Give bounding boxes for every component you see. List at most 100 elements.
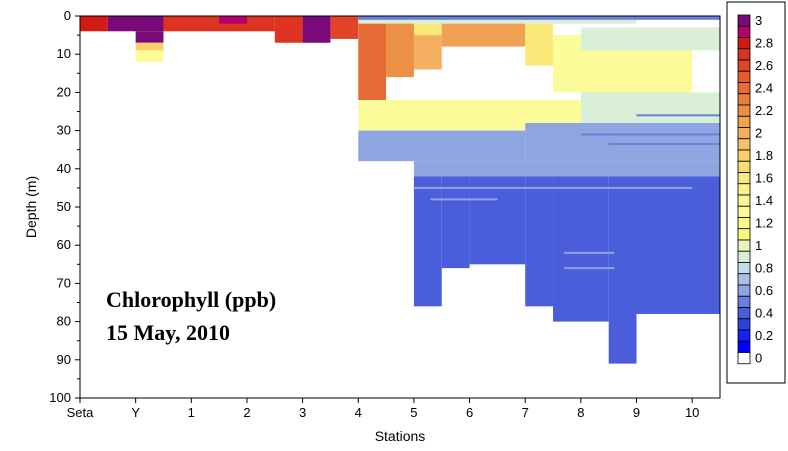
legend-label: 1.4	[755, 193, 773, 208]
legend-swatch	[737, 149, 751, 162]
contour-cell	[358, 16, 720, 20]
y-tick-label: 80	[57, 314, 71, 329]
contour-streak	[430, 198, 498, 201]
contour-cell	[580, 27, 720, 51]
legend-swatch	[737, 127, 751, 140]
contour-cell	[469, 176, 526, 265]
contour-field	[80, 16, 720, 364]
contour-cell	[386, 23, 414, 78]
legend-swatch	[737, 104, 751, 117]
contour-cell	[413, 176, 442, 307]
contour-cell	[441, 23, 526, 47]
contour-cell	[358, 23, 387, 101]
legend-swatch	[737, 250, 751, 263]
legend-label: 1.2	[755, 216, 773, 231]
legend-label: 3	[755, 13, 762, 28]
contour-cell	[580, 92, 720, 123]
legend-swatch	[737, 295, 751, 308]
legend-swatch	[737, 239, 751, 252]
legend-label: 0.8	[755, 261, 773, 276]
contour-cell	[330, 16, 359, 39]
legend-swatch	[737, 183, 751, 196]
contour-cell	[302, 16, 331, 43]
contour-streak	[564, 251, 615, 254]
contour-cell	[608, 176, 637, 364]
contour-cell	[135, 50, 164, 62]
x-tick-label: 6	[466, 405, 473, 420]
legend-swatch	[737, 138, 751, 151]
contour-cell	[525, 122, 720, 162]
x-tick-label: 3	[299, 405, 306, 420]
legend-swatch	[737, 352, 751, 365]
legend-swatch	[737, 25, 751, 38]
legend-swatch	[737, 307, 751, 320]
legend-swatch	[737, 194, 751, 207]
legend-label: 1.6	[755, 171, 773, 186]
y-tick-label: 70	[57, 275, 71, 290]
y-tick-label: 40	[57, 161, 71, 176]
contour-streak	[564, 267, 615, 270]
contour-cell	[525, 176, 554, 307]
y-tick-label: 0	[64, 8, 71, 23]
legend-label: 2.4	[755, 81, 773, 96]
x-tick-label: 10	[685, 405, 699, 420]
x-tick-label: Seta	[67, 405, 95, 420]
legend-swatch	[737, 262, 751, 275]
contour-cell	[135, 31, 164, 43]
legend-swatch	[737, 37, 751, 50]
legend-swatch	[737, 70, 751, 83]
legend-label: 0.2	[755, 328, 773, 343]
x-tick-label: 7	[522, 405, 529, 420]
legend-swatch	[737, 48, 751, 61]
contour-cell	[413, 35, 442, 70]
legend-swatch	[737, 228, 751, 241]
contour-cell	[358, 130, 526, 162]
contour-cell	[274, 16, 303, 43]
x-tick-label: 4	[355, 405, 362, 420]
legend-label: 2.8	[755, 36, 773, 51]
y-tick-label: 100	[49, 390, 71, 405]
y-axis-title: Depth (m)	[23, 176, 39, 238]
legend-swatch	[737, 340, 751, 353]
y-tick-label: 10	[57, 46, 71, 61]
y-tick-label: 30	[57, 123, 71, 138]
legend-label: 0	[755, 351, 762, 366]
contour-cell	[135, 42, 164, 51]
x-tick-label: 1	[188, 405, 195, 420]
y-tick-label: 90	[57, 352, 71, 367]
y-tick-label: 60	[57, 237, 71, 252]
y-tick-label: 20	[57, 84, 71, 99]
contour-cell	[80, 16, 108, 32]
legend-swatch	[737, 318, 751, 331]
y-axis: 0 10 20 30 40 50 60 70 80 90 100	[49, 8, 80, 405]
legend-label: 2.6	[755, 58, 773, 73]
legend-box	[726, 1, 786, 384]
legend-swatch	[737, 284, 751, 297]
legend-swatch	[737, 329, 751, 342]
legend-swatch	[737, 14, 751, 27]
contour-streak	[608, 142, 720, 145]
legend-swatch	[737, 93, 751, 106]
contour-streak	[580, 133, 720, 136]
legend-swatch	[737, 273, 751, 286]
y-tick-label: 50	[57, 199, 71, 214]
legend-label: 1	[755, 238, 762, 253]
contour-cell	[107, 16, 164, 32]
x-tick-label: 2	[243, 405, 250, 420]
legend-swatch	[737, 82, 751, 95]
contour-cell	[413, 161, 720, 177]
contour-cell	[525, 23, 554, 66]
x-axis: Seta Y 1 2 3 4 5 6 7 8 9 10	[67, 398, 699, 420]
annotation-date: 15 May, 2010	[106, 320, 230, 345]
legend-swatch	[737, 217, 751, 230]
legend-label: 2	[755, 126, 762, 141]
contour-cell	[219, 16, 247, 24]
contour-streak	[413, 186, 693, 189]
x-tick-label: 9	[633, 405, 640, 420]
x-tick-label: Y	[131, 405, 140, 420]
contour-cell	[441, 176, 470, 269]
legend-label: 0.4	[755, 306, 773, 321]
annotation-title: Chlorophyll (ppb)	[106, 287, 276, 312]
x-tick-label: 5	[410, 405, 417, 420]
